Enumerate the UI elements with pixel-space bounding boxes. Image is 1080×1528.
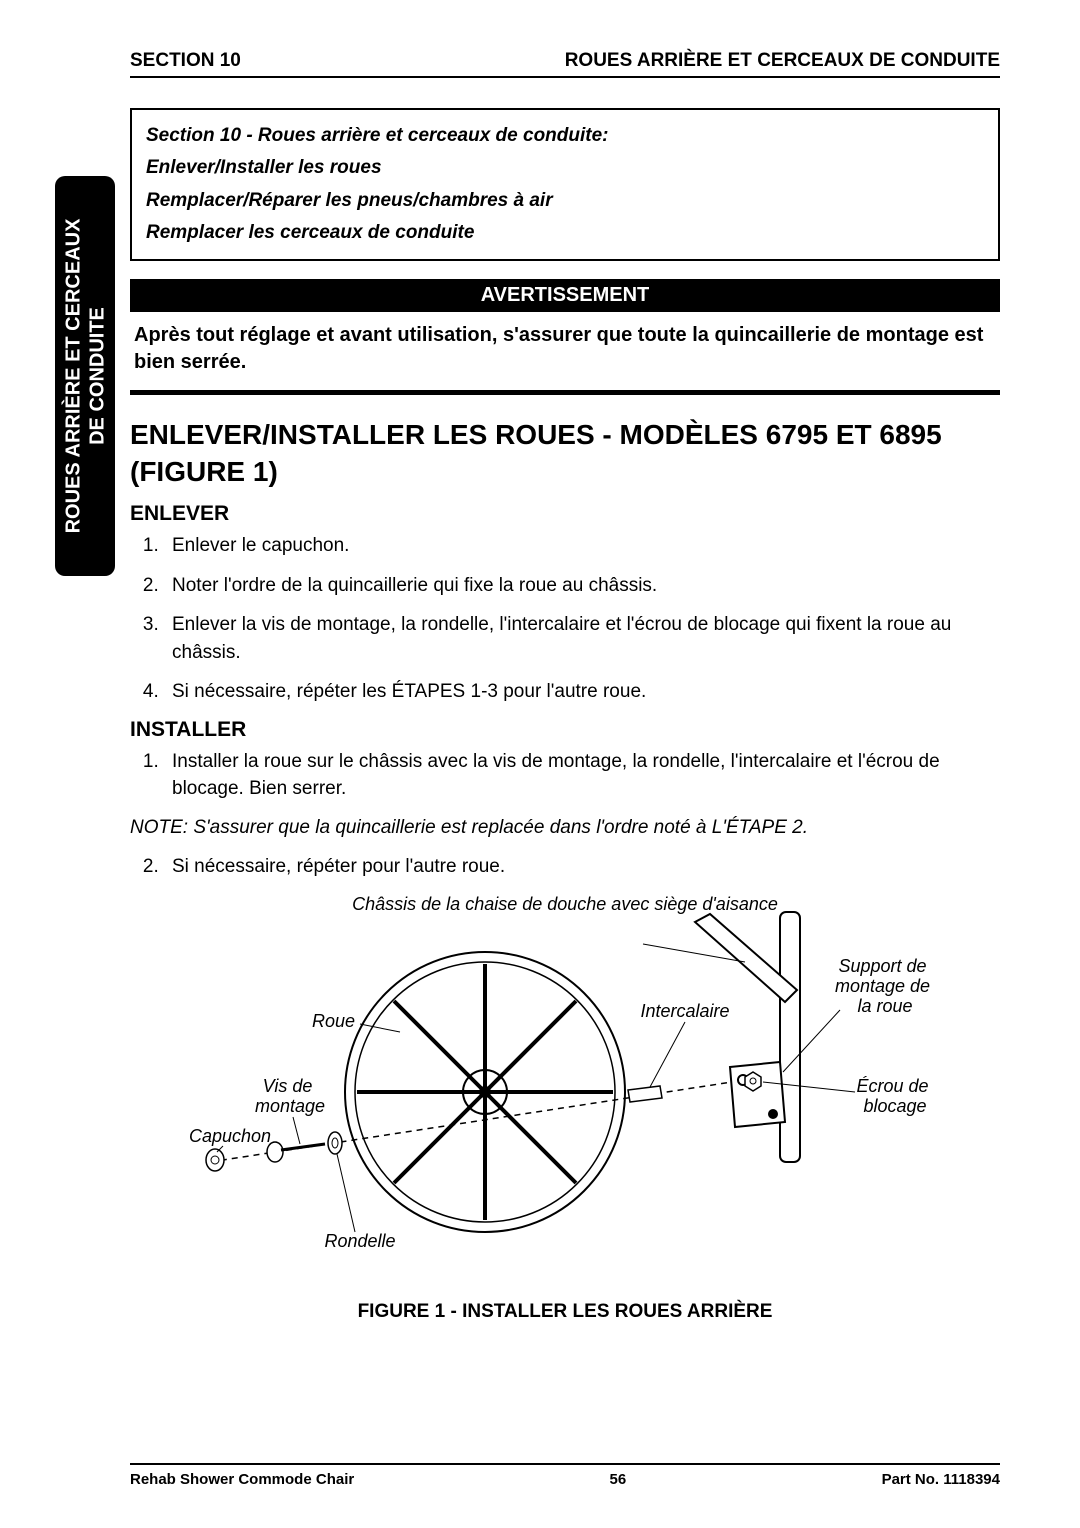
wheel-icon — [345, 952, 625, 1232]
installer-steps: Installer la roue sur le châssis avec la… — [130, 748, 1000, 803]
enlever-steps: Enlever le capuchon. Noter l'ordre de la… — [130, 532, 1000, 706]
main-heading: ENLEVER/INSTALLER LES ROUES - MODÈLES 67… — [130, 417, 1000, 490]
side-tab-text: ROUES ARRIÈRE ET CERCEAUX DE CONDUITE — [61, 219, 109, 534]
spacer-icon — [628, 1086, 662, 1102]
list-item: Installer la roue sur le châssis avec la… — [164, 748, 1000, 803]
warning-body: Après tout réglage et avant utilisation,… — [130, 312, 1000, 395]
bolt-icon — [267, 1142, 325, 1162]
toc-box: Section 10 - Roues arrière et cerceaux d… — [130, 108, 1000, 261]
label-vis: Vis de montage — [255, 1076, 325, 1116]
label-support: Support de montage de la roue — [835, 956, 935, 1016]
cap-icon — [206, 1149, 224, 1171]
list-item: Enlever le capuchon. — [164, 532, 1000, 560]
list-item: Noter l'ordre de la quincaillerie qui fi… — [164, 572, 1000, 600]
figure-1: Châssis de la chaise de douche avec sièg… — [130, 892, 1000, 1323]
label-rondelle: Rondelle — [324, 1231, 395, 1251]
label-chassis: Châssis de la chaise de douche avec sièg… — [352, 894, 778, 914]
header-rule — [130, 76, 1000, 78]
toc-line: Remplacer les cerceaux de conduite — [146, 217, 984, 249]
label-roue: Roue — [312, 1011, 355, 1031]
label-intercalaire: Intercalaire — [640, 1001, 729, 1021]
note-text: NOTE: S'assurer que la quincaillerie est… — [130, 817, 1000, 839]
footer-left: Rehab Shower Commode Chair — [130, 1471, 354, 1488]
list-item: Si nécessaire, répéter les ÉTAPES 1-3 po… — [164, 678, 1000, 706]
sub-heading-installer: INSTALLER — [130, 718, 1000, 742]
footer-center: 56 — [610, 1471, 627, 1488]
figure-caption: FIGURE 1 - INSTALLER LES ROUES ARRIÈRE — [130, 1301, 1000, 1323]
side-tab: ROUES ARRIÈRE ET CERCEAUX DE CONDUITE — [55, 176, 115, 576]
label-capuchon: Capuchon — [189, 1126, 271, 1146]
toc-line: Remplacer/Réparer les pneus/chambres à a… — [146, 185, 984, 217]
nut-icon — [745, 1072, 761, 1091]
toc-line: Enlever/Installer les roues — [146, 152, 984, 184]
page-header: SECTION 10 ROUES ARRIÈRE ET CERCEAUX DE … — [130, 50, 1000, 72]
toc-line: Section 10 - Roues arrière et cerceaux d… — [146, 120, 984, 152]
section-number: SECTION 10 — [130, 50, 241, 72]
installer-steps-2: Si nécessaire, répéter pour l'autre roue… — [130, 853, 1000, 881]
footer-right: Part No. 1118394 — [882, 1471, 1000, 1488]
label-ecrou: Écrou de blocage — [856, 1076, 933, 1116]
list-item: Enlever la vis de montage, la rondelle, … — [164, 611, 1000, 666]
washer-icon — [328, 1132, 342, 1154]
section-title: ROUES ARRIÈRE ET CERCEAUX DE CONDUITE — [565, 50, 1000, 72]
figure-svg: Châssis de la chaise de douche avec sièg… — [185, 892, 945, 1282]
frame-icon — [695, 912, 800, 1162]
sub-heading-enlever: ENLEVER — [130, 502, 1000, 526]
list-item: Si nécessaire, répéter pour l'autre roue… — [164, 853, 1000, 881]
page-footer: Rehab Shower Commode Chair 56 Part No. 1… — [130, 1463, 1000, 1488]
warning-header: AVERTISSEMENT — [130, 279, 1000, 312]
